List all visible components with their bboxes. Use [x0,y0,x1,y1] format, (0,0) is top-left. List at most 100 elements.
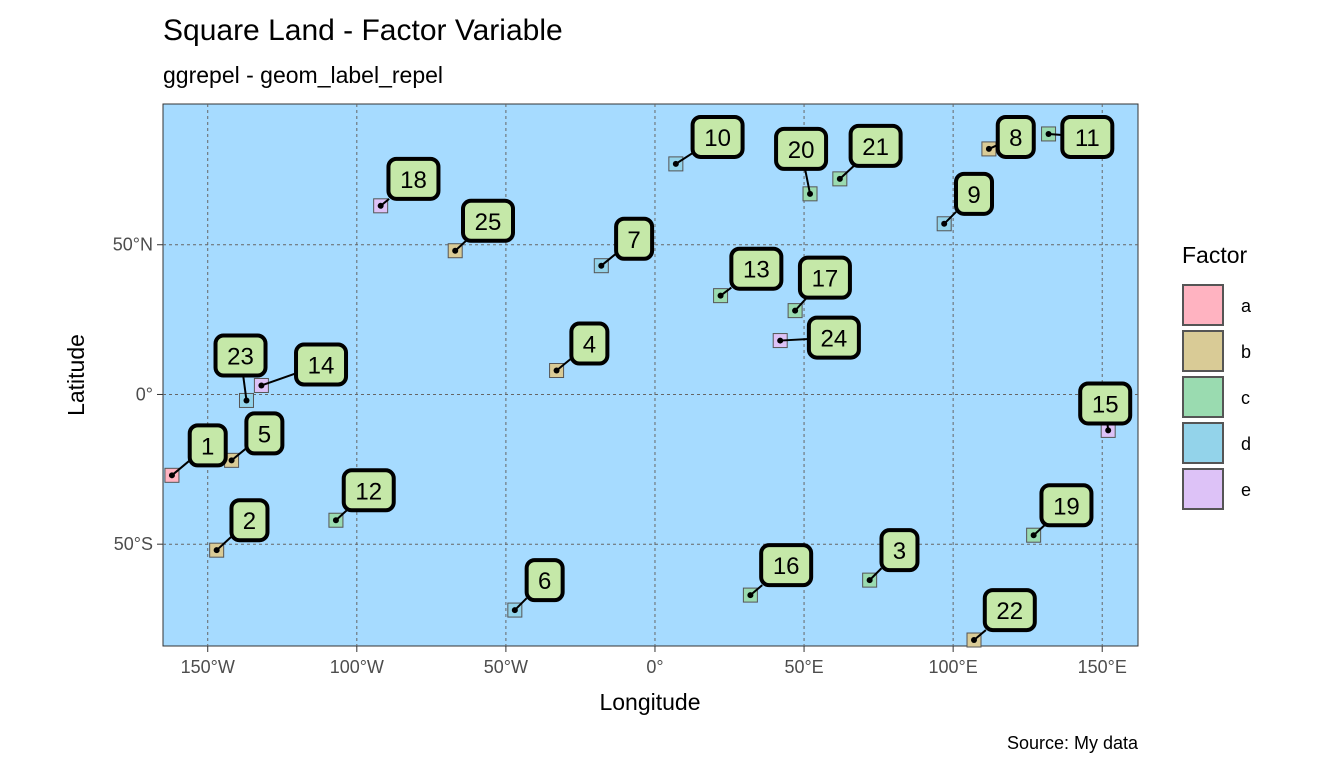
point-label: 9 [954,171,995,216]
label-segment [600,252,617,267]
point-label: 18 [386,156,441,201]
y-tick-label: 50°N [113,235,153,255]
point-dot [672,160,679,167]
legend-label-c: c [1241,388,1250,408]
point-label: 20 [774,126,829,171]
chart-title: Square Land - Factor Variable [163,14,563,47]
point-label-box [229,498,270,543]
point-label-box [1078,381,1133,426]
point-dot [452,247,459,254]
point-label: 15 [1078,381,1133,426]
point-dot [792,307,799,314]
y-axis-title: Latitude [63,334,89,416]
x-tick-label: 100°W [330,657,384,677]
x-tick-label: 150°W [181,657,235,677]
point-label-box [1039,483,1094,528]
point-label-box [244,411,285,456]
point-dot [168,472,175,479]
point-dot [332,517,339,524]
point-dot [866,577,873,584]
point-label-text: 7 [627,227,640,254]
y-tick-label: 50°S [114,534,153,554]
legend-key-a [1182,284,1224,326]
x-tick-label: 0° [646,657,663,677]
point-label-text: 10 [704,125,731,152]
point-label: 21 [848,123,903,168]
point-dot [1045,130,1052,137]
point-label-text: 20 [788,137,815,164]
point-label: 6 [524,558,565,603]
point-dot [598,262,605,269]
point-label-box [187,423,228,468]
point-label-text: 8 [1009,125,1022,152]
legend-key-b [1182,330,1224,372]
point-label: 13 [729,246,784,291]
point-label: 19 [1039,483,1094,528]
point-label: 2 [229,498,270,543]
point-label-box [386,156,441,201]
point-label-box [848,123,903,168]
point-label-box [690,114,745,159]
point-label-box [1060,114,1115,159]
point-label-text: 12 [355,478,382,505]
label-segment [215,535,233,551]
point-label-text: 24 [821,326,848,353]
point-label-text: 1 [201,433,214,460]
legend-title: Factor [1182,242,1248,268]
point-label-text: 5 [258,421,271,448]
point-label-text: 4 [583,332,596,359]
point-label-box [806,315,861,360]
point-label-text: 11 [1075,125,1100,152]
point-label: 3 [879,528,920,573]
point-label-text: 6 [538,568,551,595]
point-label-box [461,198,515,243]
point-label-box [524,558,565,603]
x-axis-title: Longitude [599,689,700,715]
point-label-text: 14 [308,353,335,380]
point-label: 5 [244,411,285,456]
y-axis-ticks: 50°N 0° 50°S [113,235,163,554]
point-dot [243,397,250,404]
point-dot [1030,532,1037,539]
point-label: 10 [690,114,745,159]
point-label-box [954,171,995,216]
point-dot [807,190,814,197]
point-label-text: 9 [967,182,980,209]
point-label-box [982,588,1037,633]
point-label: 8 [995,114,1036,159]
point-label-text: 23 [227,344,254,371]
point-label-box [774,126,829,171]
point-label: 25 [461,198,515,243]
label-segment [230,447,248,462]
legend-label-d: d [1241,434,1251,454]
point-dot [747,592,754,599]
point-label-text: 3 [893,538,906,565]
legend-key-e [1182,468,1224,510]
point-label-text: 2 [243,508,256,535]
legend-label-b: b [1241,342,1251,362]
point-dot [971,637,978,644]
point-label: 22 [982,588,1037,633]
point-label-text: 21 [862,134,889,161]
legend-key-c [1182,376,1224,418]
point-dot [1105,427,1112,434]
label-segment [555,357,573,372]
point-dot [377,202,384,209]
point-label: 17 [797,255,852,300]
point-label-text: 17 [812,266,839,293]
label-segment [171,459,191,477]
point-label: 4 [569,321,610,366]
label-segment [261,372,297,387]
point-dot [836,175,843,182]
point-dot [941,220,948,227]
point-dot [717,292,724,299]
point-label: 11 [1060,114,1115,159]
point-label-box [213,333,268,378]
point-dot [985,145,992,152]
point-label-text: 19 [1053,493,1080,520]
legend-label-e: e [1241,480,1251,500]
point-label: 7 [614,216,655,261]
point-label-box [797,255,852,300]
legend: a b c d e [1182,284,1252,510]
x-tick-label: 50°E [784,657,823,677]
